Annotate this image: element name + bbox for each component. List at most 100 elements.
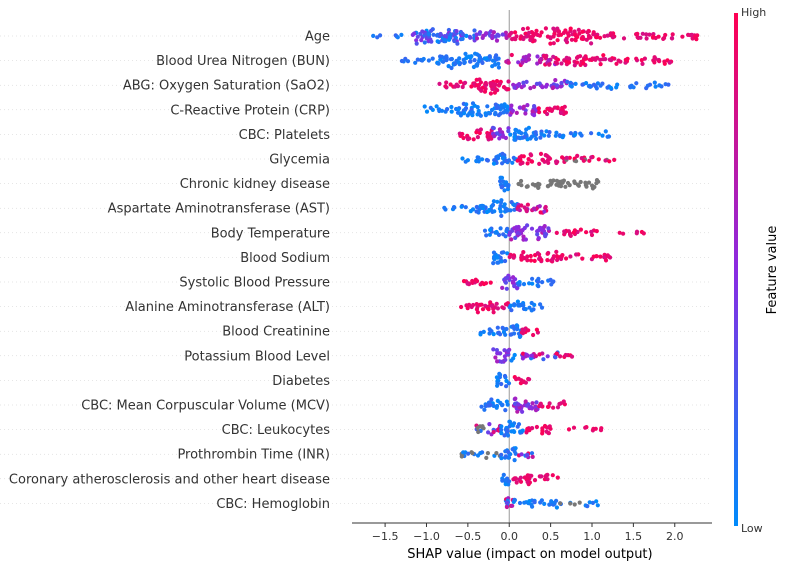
shap-point [517,105,522,110]
x-tick-label: −0.5 [455,530,482,543]
feature-label: CBC: Mean Corpuscular Volume (MCV) [81,399,330,414]
shap-point [499,381,504,387]
shap-point [399,58,404,64]
shap-point [588,35,593,40]
shap-point [566,427,572,432]
shap-point [490,202,496,208]
shap-point [498,209,503,214]
shap-point [475,310,480,315]
shap-point [489,303,494,309]
shap-point [449,65,454,71]
shap-point [414,38,419,43]
shap-point [524,352,529,357]
feature-label: C-Reactive Protein (CRP) [170,103,330,118]
shap-point [653,84,658,89]
shap-point [470,113,475,118]
shap-point [554,498,559,503]
shap-point [563,352,568,358]
shap-point [479,404,484,409]
shap-point [598,62,603,67]
shap-point [426,32,432,37]
shap-point [495,351,500,356]
shap-point [486,430,491,435]
shap-point [634,32,639,37]
shap-point [638,35,643,40]
shap-point [507,419,513,424]
shap-point [518,136,523,141]
shap-point [576,183,582,188]
shap-point [452,38,457,44]
shap-point [603,129,608,134]
feature-labels: Age Blood Urea Nitrogen (BUN) ABG: Oxygen … [9,30,330,512]
shap-point [503,158,508,163]
shap-point [657,59,662,64]
shap-point [537,182,542,187]
shap-point [498,200,503,205]
shap-point [420,29,425,34]
shap-point [506,348,511,353]
shap-point [499,259,504,264]
shap-point [465,281,470,286]
shap-point [488,81,493,86]
shap-point [644,32,649,37]
shap-point [588,84,593,89]
shap-point [542,209,547,214]
shap-point [565,79,570,84]
shap-point [488,402,493,407]
x-tick-label: 1.0 [583,530,601,543]
shap-point [587,500,592,505]
shap-point [501,472,506,477]
shap-point [651,34,656,40]
shap-point [491,30,496,35]
shap-point [511,36,517,41]
shap-point [502,354,507,359]
shap-point [496,56,501,61]
shap-point [590,500,596,505]
shap-point [575,153,580,158]
shap-point [504,326,509,332]
shap-point [524,34,529,39]
shap-point [438,54,443,59]
shap-point [500,325,505,330]
shap-point [507,230,513,235]
shap-point [529,451,535,456]
shap-point [479,88,484,93]
shap-point [608,85,614,90]
shap-point [584,37,589,42]
shap-point [422,40,427,45]
shap-point [540,157,546,163]
shap-point [497,371,502,376]
colorbar-high-label: High [741,6,766,19]
shap-point [536,106,541,111]
shap-point [378,33,383,38]
shap-point [538,210,543,215]
shap-point [509,237,514,242]
shap-point [487,232,492,237]
shap-point [550,107,555,112]
shap-point [501,85,507,90]
shap-point [443,207,448,212]
shap-point [484,455,489,460]
shap-point [546,58,551,63]
shap-point [598,428,604,433]
shap-point [578,227,584,232]
shap-point [528,152,533,157]
shap-point [517,280,522,285]
shap-point [557,401,562,407]
shap-point [499,431,504,436]
shap-point [504,378,509,384]
shap-point [477,77,482,82]
shap-point [503,30,508,35]
shap-point [520,409,525,414]
shap-point [489,136,494,141]
feature-label: Chronic kidney disease [180,177,330,192]
shap-point [521,154,526,159]
shap-point [528,86,533,91]
shap-point [513,235,518,240]
shap-point [670,32,675,37]
shap-point [568,26,573,31]
shap-point [579,36,584,41]
shap-point [551,41,556,46]
shap-point [606,134,612,139]
feature-label: Age [305,30,330,45]
